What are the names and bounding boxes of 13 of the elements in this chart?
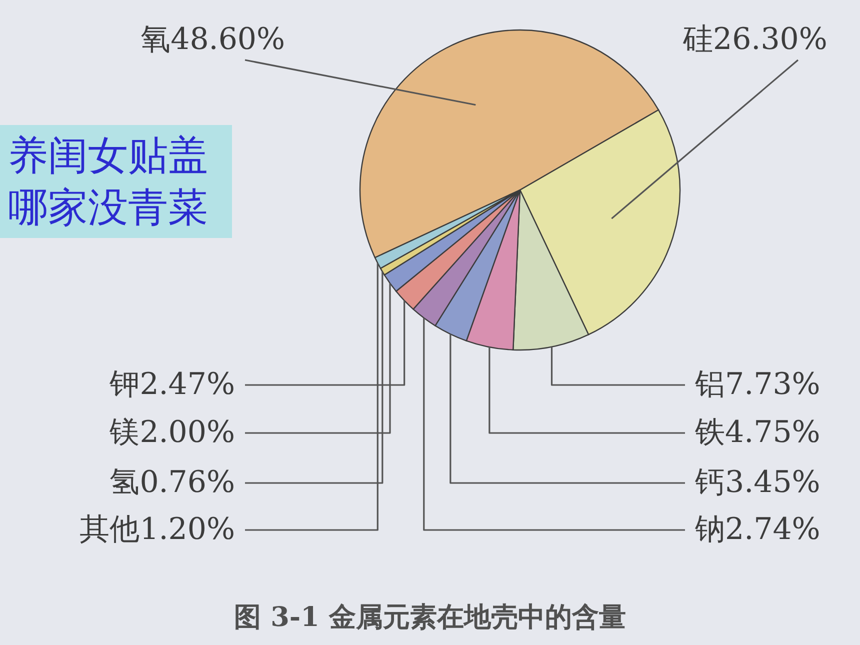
slice-label: 铁4.75%: [694, 415, 820, 450]
slice-label: 氢0.76%: [110, 465, 235, 500]
slice-label: 钠2.74%: [694, 512, 820, 547]
slice-label: 硅26.30%: [682, 22, 828, 57]
slice-label: 镁2.00%: [108, 415, 235, 450]
text: 哪家没青菜: [8, 185, 208, 231]
slice-label: 氧48.60%: [140, 22, 285, 57]
slice-label: 钾2.47%: [108, 367, 235, 402]
slice-label: 钙3.45%: [694, 465, 820, 500]
text: 图 3-1 金属元素在地壳中的含量: [234, 602, 626, 633]
slice-label: 铝7.73%: [694, 367, 820, 402]
text: 养闺女贴盖: [8, 133, 208, 179]
slice-label: 其他1.20%: [80, 512, 235, 547]
